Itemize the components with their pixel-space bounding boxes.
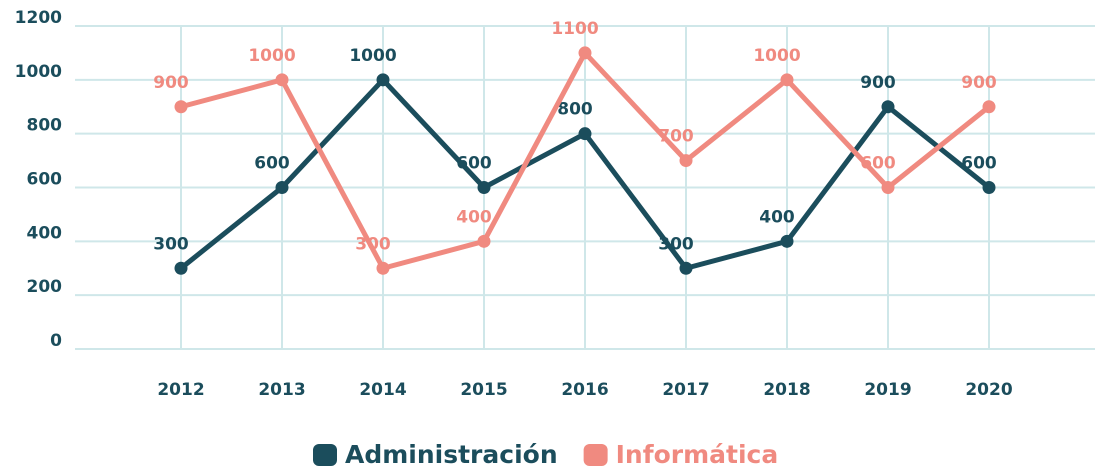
data-label: 800 <box>557 100 593 120</box>
data-point <box>275 181 289 194</box>
data-point <box>376 73 390 87</box>
data-point <box>477 234 491 248</box>
data-point <box>174 100 188 114</box>
data-point <box>780 73 794 87</box>
x-tick-label: 2016 <box>561 380 608 400</box>
y-tick-label: 600 <box>27 170 63 190</box>
data-point <box>578 127 592 141</box>
data-point <box>679 154 693 168</box>
data-label: 900 <box>153 73 189 93</box>
data-point <box>376 261 390 275</box>
y-tick-label: 200 <box>27 277 63 297</box>
y-tick-label: 1200 <box>15 8 62 28</box>
legend-label: Administración <box>345 440 558 469</box>
data-point <box>780 234 794 248</box>
data-point <box>982 181 996 194</box>
data-label: 300 <box>355 234 391 254</box>
data-label: 600 <box>456 154 492 174</box>
y-tick-label: 0 <box>50 331 62 351</box>
data-point <box>679 261 693 275</box>
data-label: 600 <box>961 154 997 174</box>
data-label: 900 <box>860 73 896 93</box>
data-label: 400 <box>759 207 795 227</box>
data-point <box>881 100 895 114</box>
data-label: 400 <box>456 207 492 227</box>
x-tick-label: 2019 <box>864 380 911 400</box>
y-tick-label: 400 <box>27 223 63 243</box>
data-point <box>174 261 188 275</box>
x-tick-label: 2014 <box>359 380 406 400</box>
legend-swatch <box>313 444 337 466</box>
data-point <box>477 181 491 194</box>
x-tick-label: 2020 <box>965 380 1012 400</box>
y-tick-label: 800 <box>27 116 63 136</box>
legend-swatch <box>583 444 608 466</box>
data-label: 300 <box>658 234 694 254</box>
data-label: 700 <box>658 127 694 147</box>
data-label: 900 <box>961 73 997 93</box>
data-point <box>881 181 895 194</box>
data-label: 1000 <box>349 46 396 66</box>
data-point <box>982 100 996 114</box>
y-tick-label: 1000 <box>15 62 62 82</box>
legend-label: Informática <box>616 440 779 469</box>
data-label: 1100 <box>551 19 598 39</box>
data-label: 1000 <box>248 46 295 66</box>
x-tick-label: 2017 <box>662 380 709 400</box>
x-tick-label: 2018 <box>763 380 810 400</box>
data-point <box>578 46 592 60</box>
x-tick-label: 2012 <box>157 380 204 400</box>
data-label: 300 <box>153 234 189 254</box>
data-label: 600 <box>254 154 290 174</box>
x-tick-label: 2015 <box>460 380 507 400</box>
data-label: 1000 <box>753 46 800 66</box>
data-label: 600 <box>860 154 896 174</box>
data-point <box>275 73 289 87</box>
x-tick-label: 2013 <box>258 380 305 400</box>
